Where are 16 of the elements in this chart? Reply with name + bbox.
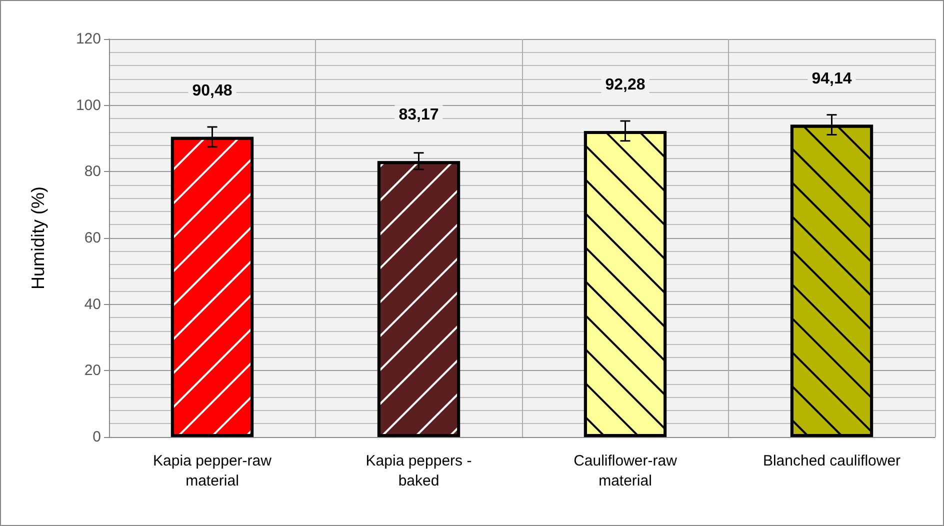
- data-label: 94,14: [812, 70, 852, 88]
- y-tick-label: 120: [76, 30, 101, 48]
- x-tick-label: Blanched cauliflower: [762, 452, 901, 470]
- x-tick-label: Kapia pepper-raw material: [153, 452, 272, 490]
- y-tick-label: 40: [84, 296, 101, 313]
- y-tick-label: 100: [76, 96, 101, 114]
- data-label: 92,28: [605, 76, 646, 94]
- y-tick-label: 80: [84, 163, 101, 180]
- y-tick-label: 60: [84, 230, 101, 246]
- data-label: 83,17: [398, 106, 439, 124]
- x-tick-label: Cauliflower-raw material: [574, 452, 678, 490]
- x-tick-label: Kapia peppers - baked: [366, 452, 472, 490]
- data-label: 90,48: [192, 82, 232, 100]
- y-axis-title: Humidity (%): [28, 186, 48, 290]
- y-tick-label: 20: [84, 362, 101, 380]
- y-tick-label: 0: [92, 428, 101, 446]
